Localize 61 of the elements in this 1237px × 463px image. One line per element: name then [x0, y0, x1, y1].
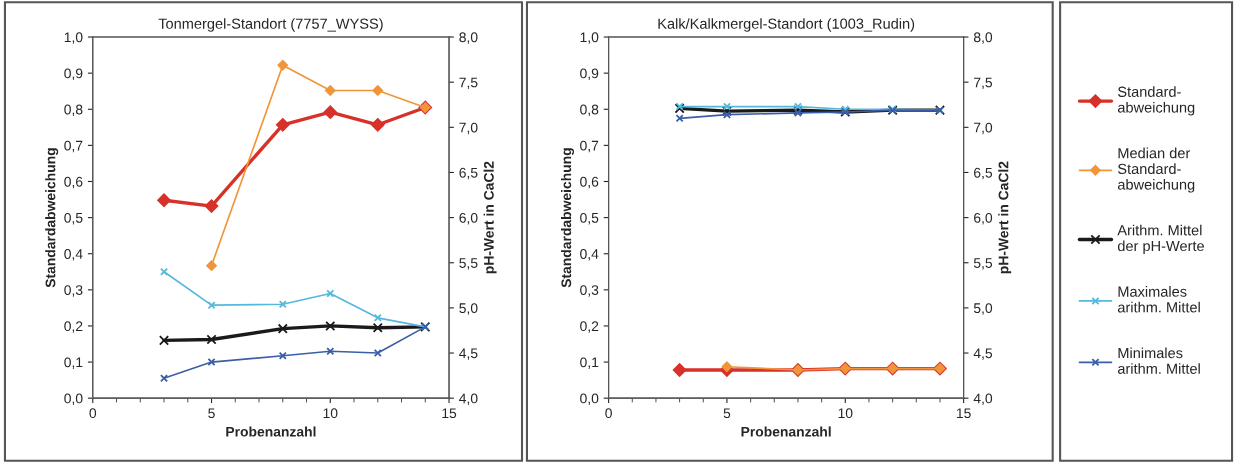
y2-tick-label: 6,5	[459, 167, 478, 180]
y-tick-label: 0,3	[580, 285, 599, 297]
y-tick-label: 0,5	[64, 212, 83, 225]
y-tick-label: 0,1	[64, 357, 83, 369]
y-tick-label: 0,2	[580, 321, 599, 333]
y2-tick-label: 4,0	[459, 393, 478, 405]
x-tick-label: 10	[838, 408, 853, 419]
y2-tick-label: 6,0	[974, 212, 993, 225]
y-tick-label: 0,0	[580, 393, 599, 405]
y2-axis-title: pH-Wert in CaCl2	[998, 161, 1012, 274]
legend-label: Arithm. Mittel der pH-Werte	[1117, 224, 1204, 255]
y2-tick-label: 4,0	[973, 393, 993, 405]
y-tick-label: 1,0	[580, 32, 599, 44]
y2-tick-label: 6,0	[459, 212, 478, 225]
y2-tick-label: 7,5	[974, 77, 993, 89]
x-tick-label: 10	[323, 408, 338, 419]
y-axis-title: Standardabweichung	[45, 148, 59, 288]
legend-label: Standard- abweichung	[1117, 86, 1195, 116]
y2-tick-label: 4,5	[973, 348, 993, 360]
y-tick-label: 1,0	[64, 32, 83, 44]
y-tick-label: 0,4	[580, 249, 599, 261]
y2-tick-label: 5,0	[973, 303, 993, 315]
y-tick-label: 0,8	[580, 104, 599, 117]
y-tick-label: 0,0	[64, 393, 83, 405]
y-tick-label: 0,3	[64, 285, 83, 297]
y-tick-label: 0,9	[580, 68, 599, 80]
y-tick-label: 0,8	[64, 104, 83, 117]
y2-tick-label: 8,0	[973, 32, 993, 44]
x-tick-label: 5	[208, 408, 215, 419]
y-axis-title: Standardabweichung	[561, 148, 575, 288]
x-tick-label: 0	[605, 408, 612, 419]
y-tick-label: 0,1	[580, 357, 599, 369]
y-tick-label: 0,5	[580, 212, 599, 225]
y-tick-label: 0,4	[64, 249, 83, 261]
y2-axis-title: pH-Wert in CaCl2	[483, 161, 497, 274]
y2-tick-label: 8,0	[459, 32, 478, 44]
legend-label: Median der Standard- abweichung	[1117, 147, 1195, 193]
x-tick-label: 0	[89, 408, 97, 419]
chart-title: Tonmergel-Standort (7757_WYSS)	[158, 18, 383, 32]
legend-label: Minimales arithm. Mittel	[1117, 347, 1200, 374]
y2-tick-label: 5,0	[459, 303, 478, 315]
x-tick-label: 5	[723, 408, 731, 419]
y-tick-label: 0,9	[64, 68, 83, 80]
y2-tick-label: 7,0	[459, 122, 478, 135]
y-tick-label: 0,6	[580, 176, 599, 189]
y-tick-label: 0,2	[64, 321, 83, 333]
y-tick-label: 0,7	[580, 140, 599, 153]
chart-title: Kalk/Kalkmergel-Standort (1003_Rudin)	[658, 18, 915, 32]
legend-label: Maximales arithm. Mittel	[1117, 286, 1200, 313]
x-axis-title: Probenanzahl	[226, 426, 316, 437]
x-tick-label: 15	[956, 408, 971, 419]
y2-tick-label: 4,5	[459, 348, 478, 360]
y-tick-label: 0,6	[64, 176, 83, 189]
y2-tick-label: 7,5	[459, 77, 478, 89]
y2-tick-label: 6,5	[974, 167, 993, 180]
y-tick-label: 0,7	[64, 140, 83, 153]
x-tick-label: 15	[442, 408, 457, 419]
y2-tick-label: 5,5	[973, 258, 993, 270]
y2-tick-label: 7,0	[974, 122, 993, 135]
x-axis-title: Probenanzahl	[741, 426, 831, 437]
y2-tick-label: 5,5	[459, 258, 478, 270]
